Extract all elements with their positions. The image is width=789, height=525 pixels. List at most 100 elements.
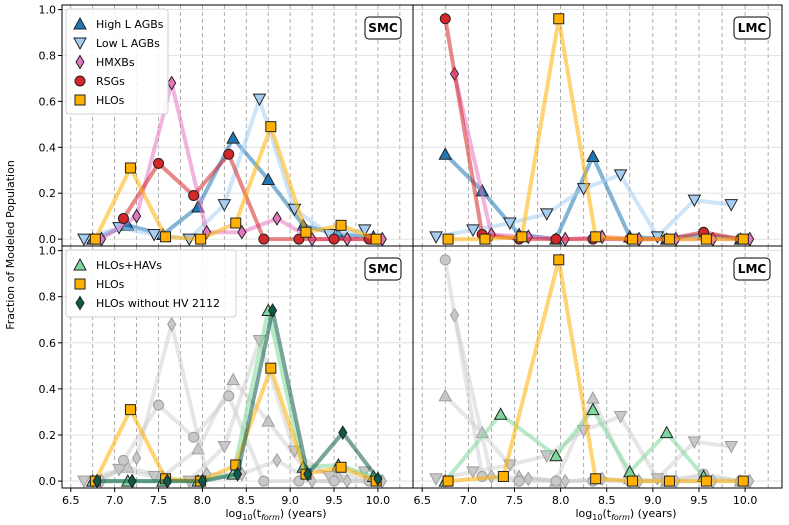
y-axis-label: Fraction of Modeled Population	[4, 160, 17, 330]
series-1-point-4	[627, 475, 639, 487]
panel-title-box	[733, 257, 771, 281]
panels: 0.0 0.2 0.4 0.6 0.8 1.0 SMC High L AGBs Low L AG…	[39, 4, 783, 507]
series-1-point-5	[663, 475, 675, 487]
legend-label-0: HLOs+HAVs	[96, 259, 162, 272]
series-4-point-5	[627, 233, 639, 245]
panel-title-box	[364, 257, 402, 281]
x-axis-label-form: form	[261, 513, 280, 522]
series-1-point-5	[613, 169, 628, 182]
series-4-point-8	[737, 233, 749, 245]
panel-title: SMC	[368, 262, 398, 276]
series-4-point-4	[590, 231, 602, 243]
panel-title: LMC	[738, 262, 767, 276]
series-4-point-6	[663, 233, 675, 245]
series-4-point-2	[516, 231, 528, 243]
x-tick-label: 9.5	[325, 494, 343, 507]
x-axis-label-right: log10(tform) (years)	[575, 507, 676, 522]
series-1-point-1	[497, 470, 509, 482]
background-series-0-point-5	[261, 414, 276, 427]
x-tick-label: 7.0	[106, 494, 124, 507]
legend-label-1: HLOs	[96, 278, 125, 291]
x-tick-label: 8.0	[194, 494, 212, 507]
series-2-point-5	[268, 303, 278, 318]
y-tick-label: 0.0	[39, 233, 57, 246]
series-2-point-8	[373, 471, 383, 487]
series-4-point-7	[700, 233, 712, 245]
series-3-point-1	[153, 157, 165, 169]
x-axis-label-years: ) (years)	[280, 507, 327, 520]
x-tick-label: 9.0	[644, 494, 662, 507]
background-series-3-point-1	[153, 399, 165, 411]
panel-frame	[412, 245, 783, 489]
panel-top-right: LMC	[412, 4, 783, 247]
series-4-point-3	[553, 13, 565, 25]
x-tick-label: 7.5	[506, 494, 524, 507]
legend-marker-3	[74, 75, 86, 87]
series-1-line	[447, 257, 744, 484]
x-tick-label: 7.0	[460, 494, 478, 507]
panel-bottom-left: 0.0 0.2 0.4 0.6 0.8 1.0 6.5 7.0 7.5 8.0 8.5 9.0 9.5 1…	[39, 245, 414, 507]
series-2-point-4	[237, 224, 247, 240]
legend-label-2: HLOs without HV 2112	[96, 297, 220, 310]
background-series-0-point-0	[438, 388, 453, 402]
series-0-point-4	[226, 131, 240, 144]
series-1-point-3	[539, 208, 554, 221]
series-4-point-4	[230, 217, 242, 229]
series-1-point-5	[265, 362, 277, 374]
background-series-1-point-1	[466, 466, 480, 479]
series-1-point-3	[590, 473, 602, 485]
series-1-point-4	[217, 199, 232, 212]
background-series-1-point-2	[147, 470, 161, 484]
series-2-point-4	[232, 466, 243, 482]
panel-title-box	[733, 16, 771, 40]
x-axis-label-form-r: form	[611, 513, 630, 522]
panel-title: SMC	[368, 21, 398, 35]
legend-marker-2	[75, 54, 85, 70]
x-axis-label-years-r: ) (years)	[630, 507, 677, 520]
x-tick-label: 7.5	[150, 494, 168, 507]
legend-label-3: RSGs	[96, 75, 125, 88]
legend-marker-0	[73, 257, 87, 271]
y-tick-label: 0.6	[39, 95, 57, 108]
background-series-2-point-2	[523, 471, 533, 487]
legend-box	[65, 8, 169, 115]
background-series-3-point-3	[550, 475, 562, 487]
background-series-3-point-2	[188, 431, 200, 443]
series-0-point-2	[549, 448, 563, 462]
series-1-point-2	[503, 217, 517, 231]
background-series-1-point-5	[613, 411, 628, 424]
series-4-point-0	[442, 233, 454, 245]
legend-marker-0	[73, 16, 87, 30]
x-axis-label-left: log10(tform) (years)	[225, 507, 326, 522]
series-1-point-8	[357, 224, 372, 237]
background-series-3-point-0	[439, 254, 451, 266]
x-tick-label: 8.5	[598, 494, 616, 507]
series-1-point-2	[553, 254, 565, 266]
series-2-point-1	[132, 208, 142, 224]
series-3-point-6	[328, 233, 340, 245]
series-1-point-0	[429, 231, 443, 244]
background-series-0-point-1	[120, 460, 135, 473]
legend-marker-1	[74, 278, 86, 290]
series-4-point-0	[89, 233, 101, 245]
series-4-point-6	[300, 226, 312, 238]
x-tick-label: 6.5	[62, 494, 80, 507]
series-1-point-7	[687, 194, 702, 208]
x-axis-label-log: log	[225, 507, 242, 520]
x-tick-label: 6.5	[413, 494, 431, 507]
series-1-point-2	[147, 229, 161, 242]
x-axis-label-t-r: (t	[602, 507, 611, 520]
background-series-1-point-4	[217, 441, 232, 454]
series-4-point-7	[335, 219, 347, 231]
series-0-point-3	[586, 402, 600, 416]
x-tick-label: 9.5	[690, 494, 708, 507]
series-1-point-7	[335, 461, 347, 473]
series-1-point-7	[737, 475, 749, 487]
series-3-point-3	[550, 233, 562, 245]
background-series-1-point-0	[429, 473, 443, 486]
series-3-point-0	[439, 13, 451, 25]
series-1-point-5	[252, 93, 267, 107]
panel-title-box	[364, 16, 402, 40]
y-tick-label: 0.0	[39, 475, 57, 488]
legend-label-0: High L AGBs	[96, 18, 164, 31]
